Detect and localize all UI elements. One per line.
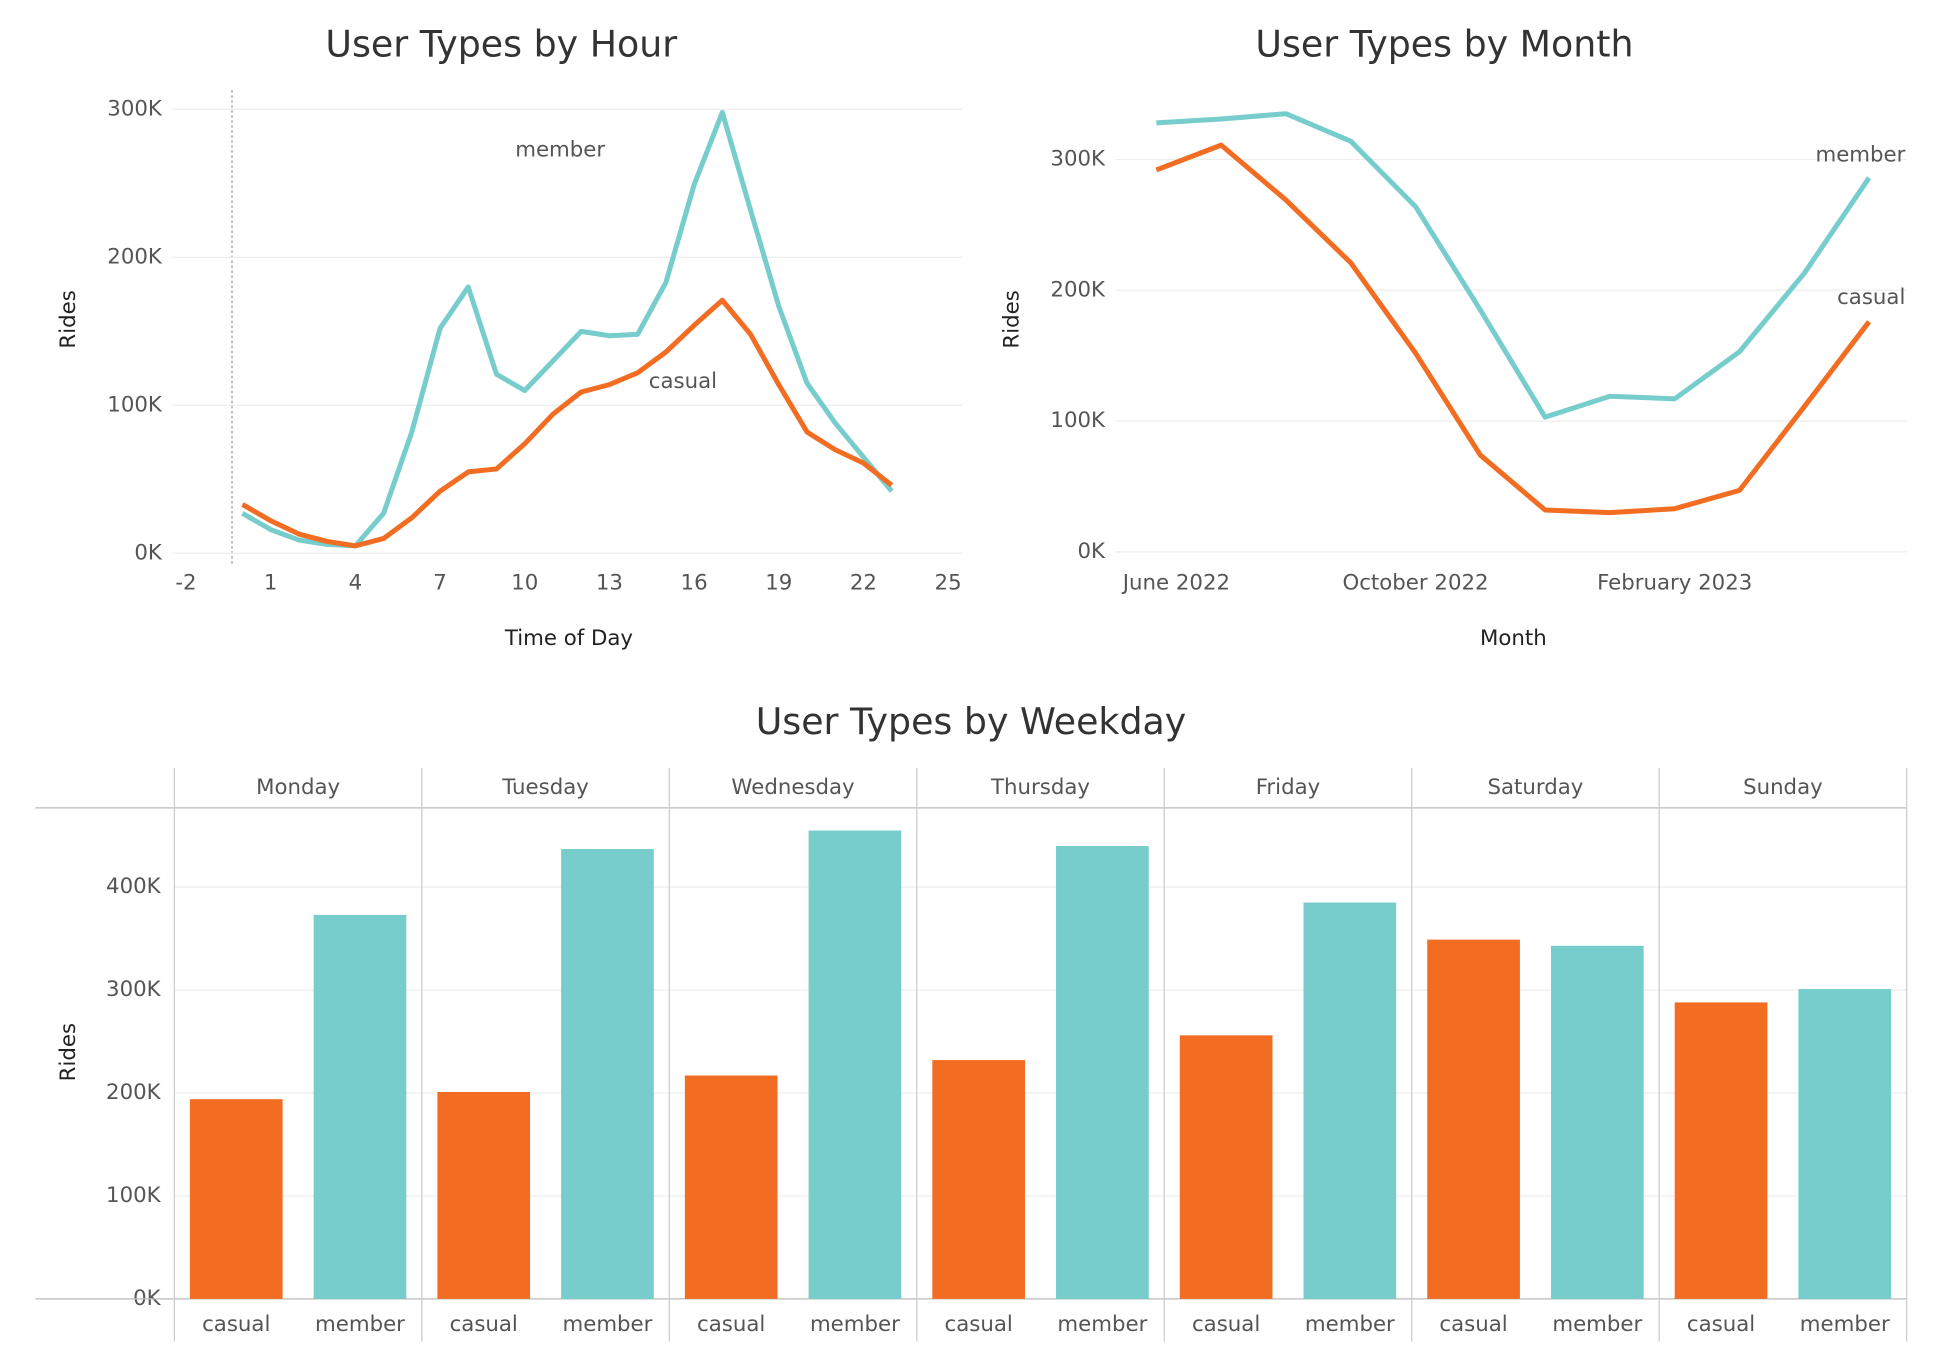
y-tick-label: 100K: [106, 1183, 162, 1208]
x-tick-label: 10: [511, 571, 538, 596]
y-tick-label: 200K: [1050, 277, 1106, 302]
bar: [808, 830, 902, 1299]
bar: [684, 1075, 778, 1299]
bar: [189, 1099, 283, 1299]
bar-category-label: member: [315, 1312, 405, 1337]
bar: [1427, 939, 1520, 1299]
y-tick-label: 0K: [134, 540, 163, 565]
x-tick-label: -2: [175, 571, 196, 596]
line-series: [1155, 142, 1872, 516]
x-tick-label: June 2022: [1121, 571, 1230, 596]
x-axis-label: Time of Day: [504, 626, 633, 651]
bar: [561, 849, 654, 1299]
bar-category-label: casual: [697, 1312, 765, 1337]
bar-category-label: casual: [945, 1312, 1013, 1337]
y-tick-label: 400K: [106, 874, 162, 899]
x-tick-label: 22: [850, 571, 877, 596]
bar: [1550, 945, 1644, 1299]
bar-category-label: member: [810, 1312, 900, 1337]
bar: [437, 1091, 531, 1299]
line-series: [241, 109, 894, 549]
x-tick-label: 13: [596, 571, 623, 596]
y-axis-label: Rides: [999, 290, 1024, 348]
y-axis-label: Rides: [56, 290, 81, 348]
series-label: casual: [649, 369, 717, 394]
bar-category-label: member: [1057, 1312, 1147, 1337]
x-tick-label: 16: [681, 571, 708, 596]
bar: [1056, 845, 1149, 1299]
y-tick-label: 300K: [106, 977, 162, 1002]
y-tick-label: 300K: [1050, 146, 1106, 171]
line-series: [241, 297, 894, 549]
x-tick-label: 4: [349, 571, 363, 596]
y-tick-label: 300K: [107, 96, 163, 121]
bar-category-label: member: [563, 1312, 653, 1337]
bar: [1303, 902, 1397, 1299]
bar-category-label: member: [1305, 1312, 1395, 1337]
panel-header: Sunday: [1743, 775, 1823, 800]
chart-title: User Types by Weekday: [756, 700, 1187, 743]
chart-title: User Types by Month: [1255, 22, 1633, 65]
bar-category-label: casual: [1687, 1312, 1755, 1337]
line-series: [1156, 111, 1872, 420]
panel-header: Saturday: [1487, 775, 1583, 800]
y-tick-label: 200K: [106, 1080, 162, 1105]
bar: [1798, 989, 1892, 1299]
bar-category-label: casual: [1439, 1312, 1507, 1337]
x-tick-label: 7: [433, 571, 447, 596]
panel-header: Friday: [1256, 775, 1321, 800]
panel-header: Tuesday: [501, 775, 589, 800]
bar-category-label: casual: [450, 1312, 518, 1337]
y-tick-label: 100K: [1050, 408, 1106, 433]
chart-title: User Types by Hour: [325, 22, 677, 65]
x-axis-label: Month: [1480, 626, 1547, 651]
x-tick-label: February 2023: [1597, 571, 1752, 596]
bar-category-label: casual: [202, 1312, 270, 1337]
bar-category-label: member: [1800, 1312, 1890, 1337]
y-tick-label: 0K: [1078, 539, 1107, 564]
y-tick-label: 200K: [107, 244, 163, 269]
y-tick-label: 100K: [107, 392, 163, 417]
bar-category-label: casual: [1192, 1312, 1260, 1337]
bar: [932, 1060, 1025, 1299]
series-label: casual: [1837, 285, 1905, 310]
panel-header: Wednesday: [731, 775, 854, 800]
bar-category-label: member: [1552, 1312, 1642, 1337]
bar: [1179, 1035, 1273, 1299]
x-tick-label: 1: [264, 571, 278, 596]
bar: [313, 914, 407, 1299]
x-tick-label: October 2022: [1342, 571, 1488, 596]
panel-header: Thursday: [990, 775, 1090, 800]
bar: [1674, 1002, 1768, 1299]
y-axis-label: Rides: [56, 1023, 81, 1081]
x-tick-label: 19: [765, 571, 792, 596]
x-tick-label: 25: [935, 571, 962, 596]
series-label: member: [1815, 142, 1905, 167]
panel-header: Monday: [256, 775, 340, 800]
series-label: member: [515, 137, 605, 162]
